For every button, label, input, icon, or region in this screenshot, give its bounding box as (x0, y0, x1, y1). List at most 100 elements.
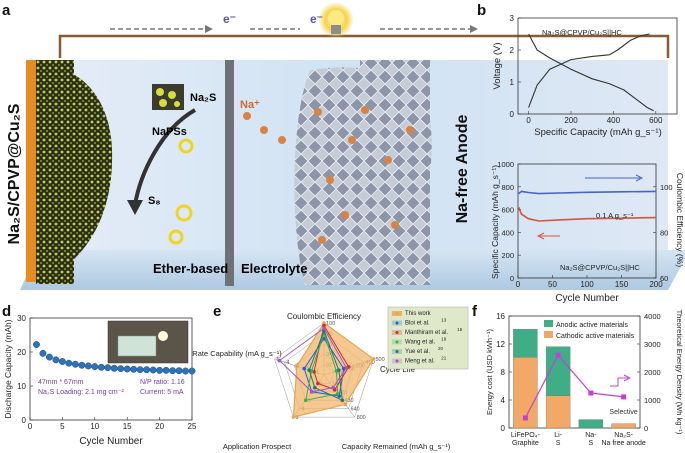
capacity-axis-arrowhead (536, 232, 545, 240)
bar-cathodic (611, 423, 636, 429)
panel-label-f: f (472, 303, 477, 320)
x-category-label-f: S (556, 440, 561, 447)
radar-axis-label-capacity: Capacity Remained (mAh g_s⁻¹) (342, 442, 451, 451)
radar-axis-label-app: Application Prospect (223, 442, 292, 451)
radar-tick-cycle: 500 (375, 357, 384, 363)
radar-point (322, 323, 326, 328)
radar-point (316, 381, 320, 386)
x-category-label-f: Li- (554, 432, 562, 439)
x-tick-label-d: 15 (123, 422, 132, 431)
radar-tick-capacity: 640 (350, 407, 359, 413)
energy-density-point (522, 415, 528, 421)
capacity-point (58, 358, 66, 365)
y2-axis-label-f: Theoretical Energy Density (Wh kg⁻¹) (675, 310, 684, 435)
electrolyte-label-left: Ether-based (153, 261, 229, 276)
y2-tick-label-c: 60 (660, 274, 668, 283)
radar-series-0 (292, 322, 375, 418)
legend-ref-3: 19 (441, 337, 447, 342)
electrolyte-label-right: Electrolyte (241, 261, 308, 276)
radar-tick-capacity: 480 (344, 398, 353, 404)
y-tick-label-f: 0 (501, 424, 506, 433)
voltage-curve-discharge (528, 33, 654, 112)
radar-point (331, 385, 335, 390)
y-axis-label-c: Specific Capacity (mAh g_s⁻¹) (490, 165, 500, 279)
y-tick-label-d: 20 (17, 348, 26, 357)
y-tick-label-d: 30 (17, 314, 26, 323)
x-category-label-f: LiFePO₄- (511, 432, 541, 439)
radar-point (313, 385, 317, 390)
y-tick-label-b: 1 (510, 78, 515, 87)
radar-axis-label-cycle: Cycle Life (380, 365, 416, 374)
energy-density-point (588, 390, 594, 396)
y-tick-label-c: 0 (510, 274, 514, 283)
bar-anodic (578, 419, 604, 429)
radar-point (344, 365, 349, 370)
note-loading-d: Na₂S Loading: 2.1 mg cm⁻² (38, 389, 124, 396)
na-plus-label: Na⁺ (240, 99, 260, 111)
y2-tick-label-c: 80 (660, 228, 668, 237)
radar-point (337, 368, 341, 372)
electron-label-right: e⁻ (310, 12, 324, 26)
legend-marker-5 (395, 359, 399, 363)
y-tick-label-c: 800 (501, 183, 514, 192)
napss-label: NaPSs (152, 126, 187, 138)
annotation-b: Na₂S@CPVP/Cu₂S||HC (542, 28, 622, 37)
x-axis-label-b: Specific Capacity (mAh g_s⁻¹) (534, 127, 662, 138)
legend-label-0: This work (405, 311, 432, 317)
y-tick-label-f: 8 (501, 368, 506, 377)
legend-swatch-cathodic (544, 331, 553, 338)
annotation-c: Na₂S@CPVP/Cu₂S||HC (560, 263, 640, 272)
energy-density-point (555, 352, 561, 358)
y2-axis-label-c: Coulombic Efficiency (%) (675, 173, 685, 267)
x-axis-label-c: Cycle Number (555, 293, 619, 304)
radar-point (343, 402, 348, 407)
radar-series-4 (308, 329, 343, 402)
y-tick-label-c: 200 (501, 251, 514, 260)
y-tick-label-d: 0 (22, 416, 27, 425)
y-tick-label-c: 600 (501, 206, 514, 215)
y-tick-label-d: 10 (17, 382, 26, 391)
energy-density-axis-arrowhead (623, 374, 632, 382)
x-category-label-f: Na₂S- (614, 432, 633, 439)
radar-legend-box (387, 306, 469, 370)
panel-label-e: e (213, 303, 222, 320)
y-axis-label-b: Voltage (V) (492, 43, 503, 90)
y2-tick-label-c: 100 (660, 183, 673, 192)
x-tick-label-d: 10 (90, 422, 99, 431)
radar-tick-ce: 100 (326, 321, 335, 327)
legend-label-3: Wang et al. (405, 340, 435, 346)
x-tick-label-b: 400 (607, 116, 621, 125)
x-tick-label-d: 5 (60, 422, 65, 431)
radar-point (371, 357, 376, 361)
radar-series-2 (313, 324, 350, 391)
plot-frame-b (517, 17, 678, 115)
note-np-ratio-d: N/P ratio: 1.16 (140, 379, 185, 386)
x-tick-label-b: 200 (564, 116, 578, 125)
y-tick-label-b: 0 (510, 110, 515, 119)
energy-density-axis-arrow (610, 377, 628, 387)
radar-point (335, 392, 340, 396)
radar-point (303, 398, 308, 403)
legend-marker-3 (395, 340, 399, 344)
radar-point (302, 366, 307, 371)
legend-label-anodic: Anodic active materials (556, 322, 628, 329)
x-tick-label-c: 150 (615, 280, 629, 289)
capacity-point (188, 367, 196, 375)
ce-axis-arrowhead (635, 174, 644, 182)
y2-tick-label-f: 2000 (644, 368, 661, 377)
y2-tick-label-f: 3000 (644, 340, 661, 349)
legend-label-1: Bloi et al. (405, 321, 430, 327)
legend-swatch-anodic (544, 320, 553, 327)
radar-series-5 (278, 327, 347, 393)
legend-marker-0 (395, 312, 399, 315)
y-tick-label-f: 4 (501, 396, 506, 405)
panel-label-d: d (2, 303, 12, 320)
specific-capacity-line (517, 206, 657, 222)
legend-ref-1: 13 (441, 318, 447, 323)
y-tick-label-f: 16 (496, 312, 505, 321)
radar-tick-app: 5 (295, 415, 298, 421)
